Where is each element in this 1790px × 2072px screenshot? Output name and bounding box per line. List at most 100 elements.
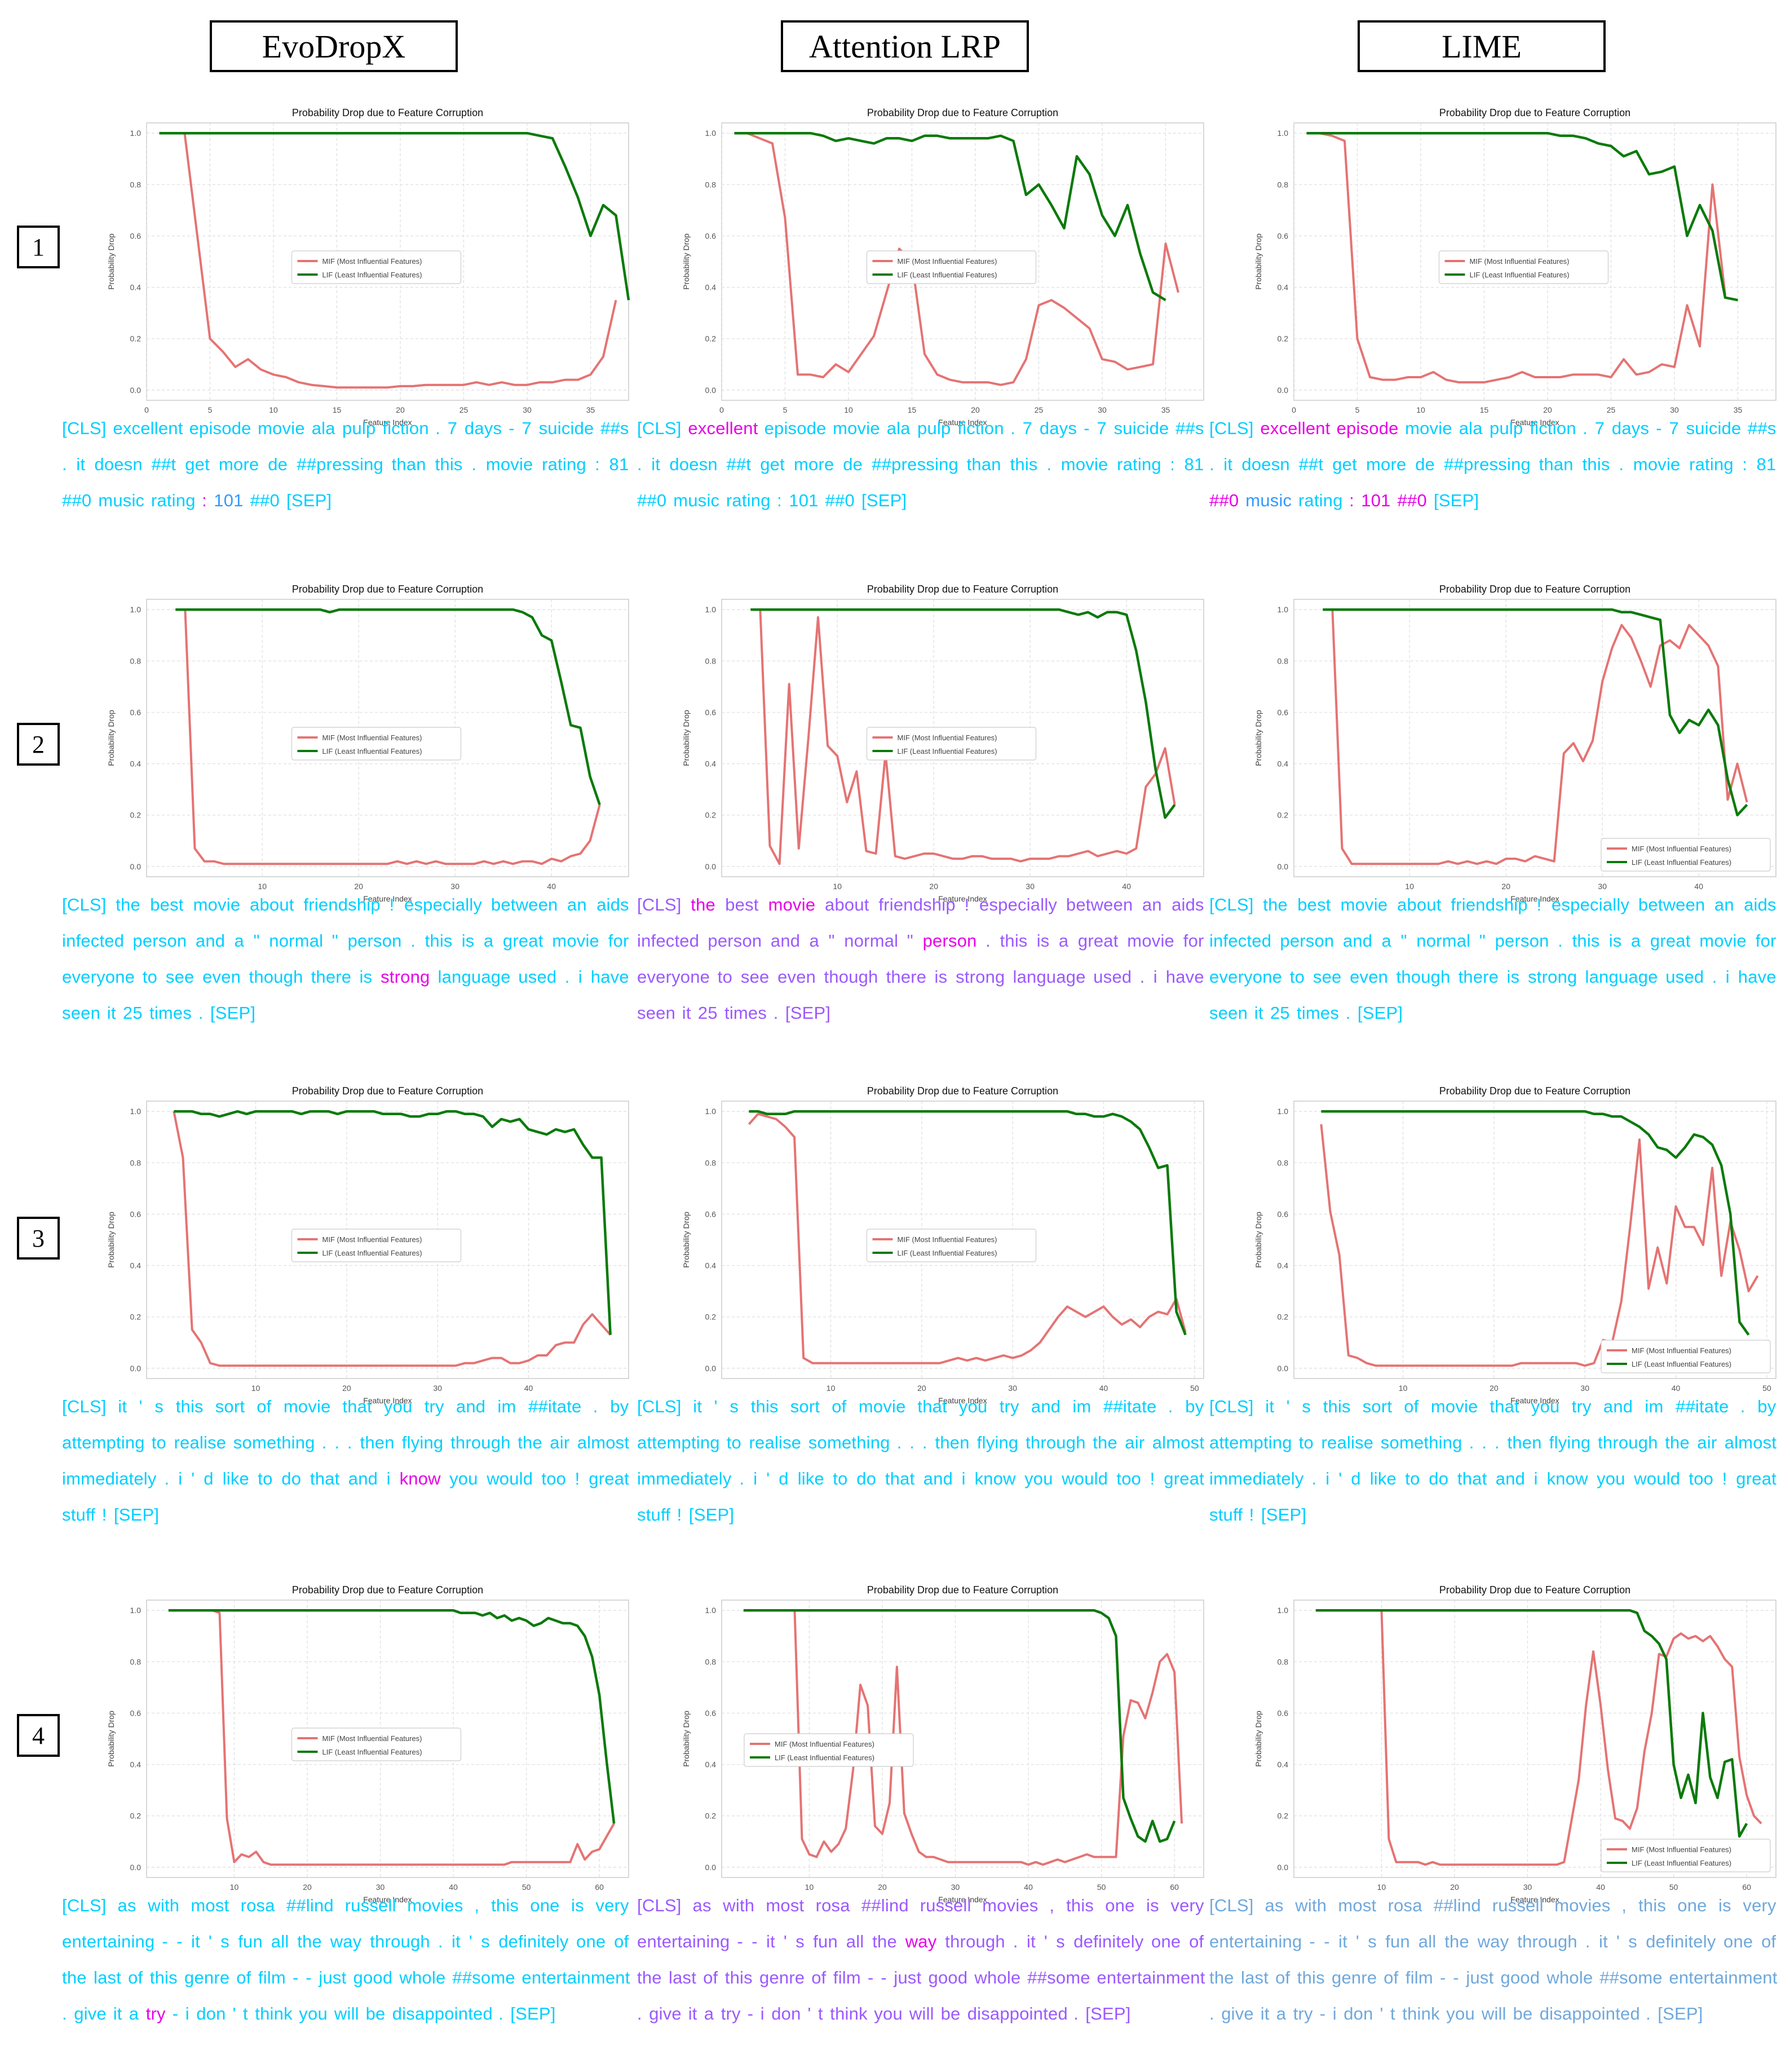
legend-label: MIF (Most Influential Features) — [1632, 1346, 1731, 1355]
y-tick-label: 0.4 — [705, 1261, 717, 1270]
y-tick-label: 0.2 — [130, 1812, 142, 1821]
y-tick-label: 0.8 — [1278, 1657, 1289, 1666]
chart-title: Probability Drop due to Feature Corrupti… — [292, 1085, 483, 1097]
y-tick-label: 0.6 — [1278, 231, 1289, 240]
x-tick-label: 30 — [1670, 405, 1679, 414]
x-tick-label: 40 — [1694, 882, 1703, 891]
x-tick-label: 0 — [144, 405, 149, 414]
x-tick-label: 35 — [586, 405, 595, 414]
mif-series-line — [750, 608, 1176, 865]
x-axis-label: Feature Index — [1510, 894, 1559, 903]
legend-label: LIF (Least Influential Features) — [1632, 858, 1731, 867]
lif-series-line — [743, 1609, 1176, 1843]
x-tick-label: 10 — [1377, 1883, 1386, 1892]
y-tick-label: 0.2 — [130, 1313, 142, 1322]
legend-label: LIF (Least Influential Features) — [1632, 1360, 1731, 1368]
x-tick-label: 10 — [805, 1883, 814, 1892]
probability-drop-chart: 0.0 0.2 0.4 0.6 0.8 1.0 10 20 30 40 50 Probability … — [682, 1085, 1204, 1405]
y-axis-label: Probability Drop — [1254, 1711, 1263, 1767]
y-tick-label: 0.4 — [1278, 1261, 1289, 1270]
x-tick-label: 10 — [1399, 1384, 1408, 1393]
x-tick-label: 5 — [208, 405, 213, 414]
y-tick-label: 1.0 — [705, 129, 717, 138]
y-tick-label: 0.2 — [130, 334, 142, 343]
lif-series-line — [1323, 608, 1748, 816]
lif-series-line — [1315, 1609, 1748, 1838]
mif-series-line — [175, 608, 601, 865]
y-tick-label: 1.0 — [705, 1606, 717, 1615]
legend-label: MIF (Most Influential Features) — [322, 1235, 422, 1244]
y-tick-label: 0.2 — [705, 1812, 717, 1821]
y-tick-label: 0.6 — [130, 1209, 142, 1218]
y-tick-label: 0.0 — [130, 386, 142, 395]
lif-series-line — [1306, 131, 1738, 302]
y-tick-label: 0.0 — [705, 862, 717, 871]
chart-legend: MIF (Most Influential Features) LIF (Leas… — [291, 1728, 462, 1761]
lif-series-line — [1321, 1110, 1750, 1336]
legend-label: MIF (Most Influential Features) — [1632, 1845, 1731, 1854]
x-tick-label: 30 — [1008, 1384, 1017, 1393]
x-tick-label: 30 — [433, 1384, 442, 1393]
chart-legend: MIF (Most Influential Features) LIF (Leas… — [1438, 250, 1609, 284]
legend-label: LIF (Least Influential Features) — [898, 747, 997, 756]
y-axis-label: Probability Drop — [107, 1711, 116, 1767]
x-tick-label: 30 — [1598, 882, 1607, 891]
x-tick-label: 25 — [459, 405, 469, 414]
chart-legend: MIF (Most Influential Features) LIF (Leas… — [866, 1229, 1037, 1262]
chart-title: Probability Drop due to Feature Corrupti… — [1439, 1584, 1630, 1596]
y-tick-label: 1.0 — [705, 1107, 717, 1116]
y-tick-label: 1.0 — [1278, 1107, 1289, 1116]
x-tick-label: 20 — [1543, 405, 1552, 414]
y-tick-label: 1.0 — [130, 1107, 142, 1116]
x-tick-label: 50 — [1097, 1883, 1106, 1892]
x-tick-label: 0 — [1292, 405, 1296, 414]
chart-legend: MIF (Most Influential Features) LIF (Leas… — [744, 1733, 914, 1767]
mif-series-line — [734, 132, 1179, 386]
mif-series-line — [748, 1112, 1187, 1364]
chart-title: Probability Drop due to Feature Corrupti… — [292, 1584, 483, 1596]
plot-area — [146, 599, 629, 877]
plot-area — [1293, 1101, 1776, 1379]
y-tick-label: 0.6 — [130, 1708, 142, 1717]
y-tick-label: 0.0 — [705, 1364, 717, 1373]
mif-series-line — [168, 1609, 615, 1866]
x-tick-label: 30 — [523, 405, 532, 414]
y-tick-label: 0.4 — [130, 1760, 142, 1769]
x-tick-label: 40 — [1024, 1883, 1033, 1892]
x-tick-label: 40 — [1596, 1883, 1605, 1892]
x-tick-label: 50 — [1762, 1384, 1771, 1393]
y-tick-label: 0.6 — [1278, 1209, 1289, 1218]
x-axis-label: Feature Index — [363, 418, 412, 427]
lif-series-line — [734, 131, 1166, 302]
chart-title: Probability Drop due to Feature Corrupti… — [1439, 1085, 1630, 1097]
x-axis-label: Feature Index — [938, 418, 987, 427]
probability-drop-chart: 0.0 0.2 0.4 0.6 0.8 1.0 0 5 10 15 20 25 30 35 Probabil… — [1254, 107, 1776, 427]
y-tick-label: 0.2 — [705, 334, 717, 343]
y-tick-label: 0.4 — [130, 759, 142, 768]
y-tick-label: 0.2 — [1278, 1812, 1289, 1821]
y-tick-label: 0.0 — [1278, 1863, 1289, 1872]
mif-series-line — [1323, 608, 1748, 865]
chart-legend: MIF (Most Influential Features) LIF (Leas… — [1601, 1839, 1771, 1872]
y-tick-label: 0.2 — [1278, 1313, 1289, 1322]
y-tick-label: 0.4 — [1278, 1760, 1289, 1769]
column-title-lime: LIME — [1358, 20, 1606, 72]
x-axis-label: Feature Index — [1510, 418, 1559, 427]
y-tick-label: 0.2 — [705, 811, 717, 820]
y-axis-label: Probability Drop — [1254, 1212, 1263, 1268]
legend-label: MIF (Most Influential Features) — [775, 1740, 874, 1748]
result-cell: 0.0 0.2 0.4 0.6 0.8 1.0 10 20 30 40 Probability Dr… — [62, 572, 634, 1071]
legend-label: MIF (Most Influential Features) — [322, 734, 422, 742]
x-tick-label: 60 — [595, 1883, 604, 1892]
legend-label: LIF (Least Influential Features) — [898, 1249, 997, 1257]
x-tick-label: 35 — [1734, 405, 1743, 414]
x-tick-label: 20 — [1450, 1883, 1459, 1892]
y-tick-label: 0.8 — [1278, 1158, 1289, 1167]
y-tick-label: 0.4 — [705, 283, 717, 292]
mif-series-line — [173, 1111, 612, 1367]
x-tick-label: 15 — [333, 405, 342, 414]
mif-series-line — [1320, 1124, 1759, 1367]
legend-label: LIF (Least Influential Features) — [322, 1748, 422, 1756]
result-cell: 0.0 0.2 0.4 0.6 0.8 1.0 10 20 30 40 50 Probability … — [1209, 1074, 1782, 1573]
x-tick-label: 50 — [522, 1883, 531, 1892]
